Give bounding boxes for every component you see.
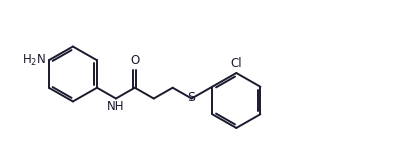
Text: O: O: [130, 54, 140, 67]
Text: H$_2$N: H$_2$N: [22, 53, 46, 68]
Text: Cl: Cl: [230, 57, 242, 70]
Text: S: S: [188, 91, 196, 104]
Text: NH: NH: [107, 101, 125, 113]
